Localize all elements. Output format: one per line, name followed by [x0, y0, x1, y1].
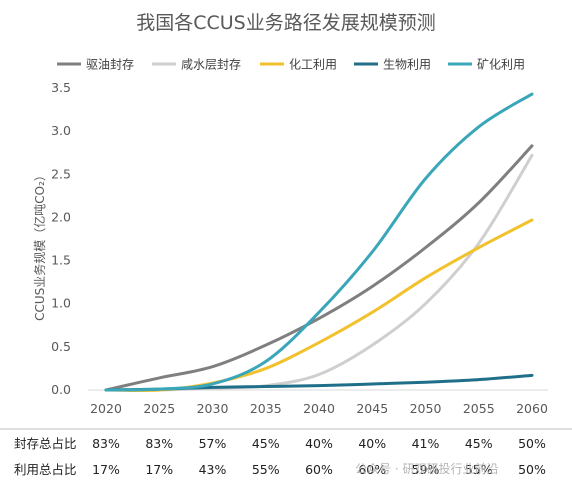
share-cell: 60%: [358, 462, 386, 477]
legend: 驱油封存 咸水层封存 化工利用 生物利用 矿化利用: [57, 58, 525, 72]
share-cell: 60%: [305, 462, 333, 477]
share-row-label: 封存总占比: [14, 436, 77, 451]
y-tick-label: 2.0: [51, 209, 71, 224]
x-tick-label: 2050: [410, 401, 442, 416]
share-cell: 59%: [412, 462, 440, 477]
x-tick-label: 2035: [250, 401, 282, 416]
y-axis-ticks: 0.0 0.5 1.0 1.5 2.0 2.5 3.0 3.5: [51, 80, 71, 397]
y-tick-label: 0.5: [51, 339, 71, 354]
share-cell: 57%: [199, 436, 227, 451]
share-cell: 50%: [518, 436, 546, 451]
legend-label-3: 化工利用: [289, 58, 337, 72]
share-cell: 55%: [465, 462, 493, 477]
share-cell: 83%: [145, 436, 173, 451]
share-cell: 41%: [412, 436, 440, 451]
share-table: 封存总占比 83% 83% 57% 45% 40% 40% 41% 45% 50% 利用总占比 17%…: [14, 436, 546, 477]
share-row-label: 利用总占比: [14, 462, 77, 477]
legend-label-1: 驱油封存: [86, 58, 134, 72]
x-tick-label: 2030: [197, 401, 229, 416]
x-tick-label: 2040: [303, 401, 335, 416]
x-tick-label: 2060: [516, 401, 548, 416]
y-tick-label: 3.5: [51, 80, 71, 95]
share-cell: 50%: [518, 462, 546, 477]
share-cell: 43%: [199, 462, 227, 477]
series-line-5: [104, 92, 534, 392]
x-tick-label: 2055: [463, 401, 495, 416]
y-tick-label: 0.0: [51, 382, 71, 397]
x-tick-label: 2025: [143, 401, 175, 416]
x-axis-ticks: 2020 2025 2030 2035 2040 2045 2050 2055 2060: [90, 401, 548, 416]
series-line-2: [104, 153, 534, 392]
series-lines: [104, 92, 534, 393]
share-cell: 45%: [465, 436, 493, 451]
watermark: 公众号 · 研观研投行业前沿: [355, 461, 498, 476]
series-line-3: [104, 218, 534, 393]
share-cell: 17%: [145, 462, 173, 477]
y-tick-label: 1.0: [51, 296, 71, 311]
share-cell: 45%: [252, 436, 280, 451]
y-tick-label: 3.0: [51, 123, 71, 138]
chart-title: 我国各CCUS业务路径发展规模预测: [136, 12, 436, 34]
share-cell: 40%: [305, 436, 333, 451]
share-cell: 55%: [252, 462, 280, 477]
share-cell: 17%: [92, 462, 120, 477]
series-line-1: [104, 144, 534, 392]
y-tick-label: 1.5: [51, 253, 71, 268]
share-cell: 83%: [92, 436, 120, 451]
y-tick-label: 2.5: [51, 166, 71, 181]
x-tick-label: 2020: [90, 401, 122, 416]
share-cell: 40%: [358, 436, 386, 451]
x-tick-label: 2045: [356, 401, 388, 416]
y-axis-label: CCUS业务规模（亿吨CO₂）: [32, 169, 47, 321]
legend-label-5: 矿化利用: [477, 58, 525, 72]
legend-label-4: 生物利用: [383, 58, 431, 72]
legend-label-2: 咸水层封存: [181, 58, 241, 72]
